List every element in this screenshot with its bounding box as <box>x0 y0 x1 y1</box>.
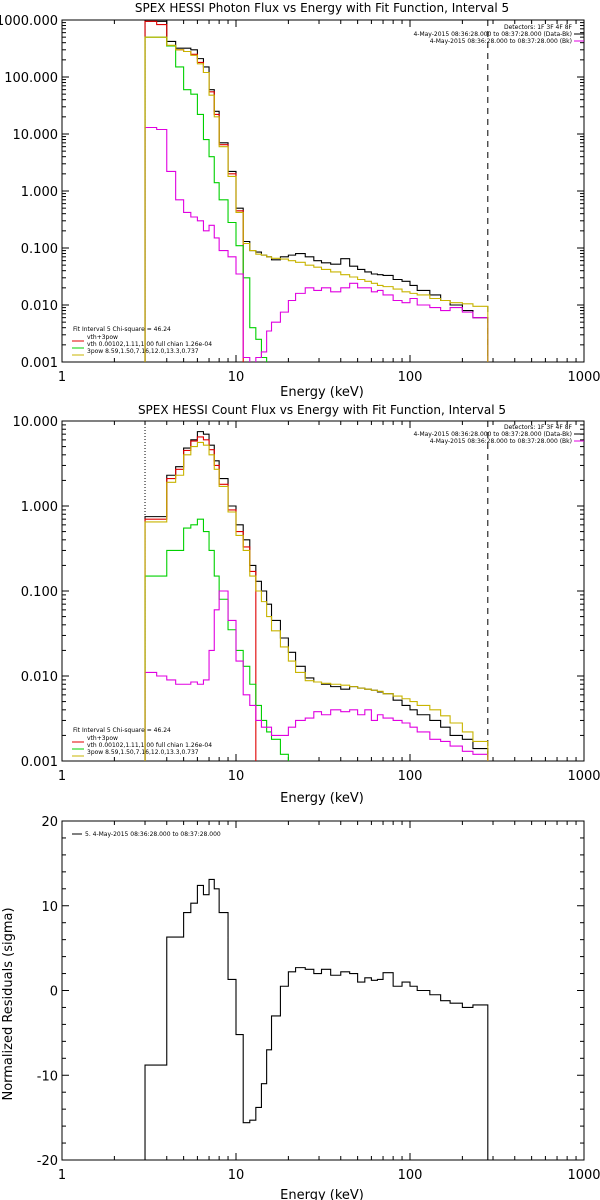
x-tick-label: 100 <box>398 370 423 385</box>
x-axis-label: Energy (keV) <box>280 1188 364 1200</box>
y-tick-label: 1.000 <box>21 500 58 515</box>
series-vth-3pow-line <box>144 36 489 362</box>
plot-frame <box>61 820 585 1161</box>
legend-entry-1: vth+3pow <box>87 735 118 742</box>
series-vth-3pow-line <box>144 441 489 761</box>
panel-title: SPEX HESSI Photon Flux vs Energy with Fi… <box>135 1 509 15</box>
residuals-panel: 5. 4-May-2015 08:36:28.000 to 08:37:28.0… <box>1 815 600 1200</box>
fit-legend: Fit Interval 5 Chi-square = 46.24 vth+3p… <box>73 727 212 756</box>
x-tick-label: 1 <box>58 1168 66 1183</box>
x-tick-label: 100 <box>398 1168 423 1183</box>
x-tick-label: 1000 <box>567 1168 600 1183</box>
series-bk-line <box>144 436 257 761</box>
y-tick-label: 100.000 <box>4 71 58 86</box>
y-tick-label: 10 <box>41 900 58 915</box>
legend-entry-3: 3pow 8.59,1.50,7.16,12.0,13.3,0.737 <box>87 749 199 756</box>
series-bk-line <box>144 20 244 362</box>
y-tick-label: -20 <box>37 1154 58 1169</box>
y-tick-label: 0.001 <box>21 755 58 770</box>
header-line-2: 4-May-2015 08:36:28.000 to 08:37:28.000 … <box>413 31 572 38</box>
legend-title: Fit Interval 5 Chi-square = 46.24 <box>73 727 171 734</box>
series-3pow-line <box>144 590 489 761</box>
plot-frame <box>61 420 585 762</box>
legend-entry-3: 3pow 8.59,1.50,7.16,12.0,13.3,0.737 <box>87 348 199 355</box>
header-line-3: 4-May-2015 08:36:28.000 to 08:37:28.000 … <box>430 38 572 45</box>
y-tick-label: 20 <box>41 815 58 830</box>
header-line-1: Detectors: 1F 3F 4F 8F <box>504 24 573 31</box>
y-tick-label: 0 <box>50 985 58 1000</box>
legend-entry-1: 5. 4-May-2015 08:36:28.000 to 08:37:28.0… <box>85 831 221 838</box>
photon-flux-panel: SPEX HESSI Photon Flux vs Energy with Fi… <box>0 1 600 400</box>
detector-header: Detectors: 1F 3F 4F 8F 4-May-2015 08:36:… <box>413 424 572 445</box>
y-axis-label: Normalized Residuals (sigma) <box>1 907 16 1100</box>
x-tick-label: 10 <box>228 370 245 385</box>
series-vth-line <box>144 36 273 362</box>
plot-area <box>144 878 489 1160</box>
plot-area <box>144 20 489 362</box>
legend-entry-2: vth 0.00102,1.11,1.00 full chian 1.26e-0… <box>87 742 212 749</box>
y-tick-label: 0.010 <box>21 299 58 314</box>
x-tick-label: 10 <box>228 1168 245 1183</box>
x-axis-label: Energy (keV) <box>280 791 364 806</box>
x-tick-label: 1 <box>58 769 66 784</box>
panel-title: SPEX HESSI Count Flux vs Energy with Fit… <box>138 403 506 417</box>
x-axis-label: Energy (keV) <box>280 385 364 400</box>
x-tick-label: 1 <box>58 370 66 385</box>
y-tick-label: 1.000 <box>21 185 58 200</box>
fit-legend: Fit Interval 5 Chi-square = 46.24 vth+3p… <box>73 326 212 355</box>
y-tick-label: 0.010 <box>21 670 58 685</box>
y-tick-label: 10.000 <box>13 128 59 143</box>
legend-title: Fit Interval 5 Chi-square = 46.24 <box>73 326 171 333</box>
plot-area <box>144 421 489 761</box>
legend-entry-2: vth 0.00102,1.11,1.00 full chian 1.26e-0… <box>87 341 212 348</box>
series-residuals-line <box>144 878 489 1160</box>
header-line-2: 4-May-2015 08:36:28.000 to 08:37:28.000 … <box>413 431 572 438</box>
detector-header: Detectors: 1F 3F 4F 8F 4-May-2015 08:36:… <box>413 24 572 45</box>
y-tick-label: 1000.000 <box>0 14 58 29</box>
y-tick-label: 10.000 <box>13 415 59 430</box>
y-tick-label: 0.100 <box>21 585 58 600</box>
series-data-bk-line <box>144 20 489 362</box>
y-tick-label: 0.100 <box>21 242 58 257</box>
x-tick-label: 1000 <box>567 370 600 385</box>
header-line-3: 4-May-2015 08:36:28.000 to 08:37:28.000 … <box>430 438 572 445</box>
y-tick-label: -10 <box>37 1069 58 1084</box>
y-tick-label: 0.001 <box>21 356 58 371</box>
header-line-1: Detectors: 1F 3F 4F 8F <box>504 424 573 431</box>
count-flux-panel: SPEX HESSI Count Flux vs Energy with Fit… <box>13 403 600 806</box>
legend-entry-1: vth+3pow <box>87 334 118 341</box>
plot-frame <box>61 19 585 363</box>
series-3pow-line <box>144 126 489 362</box>
x-tick-label: 10 <box>228 769 245 784</box>
x-tick-label: 100 <box>398 769 423 784</box>
x-tick-label: 1000 <box>567 769 600 784</box>
